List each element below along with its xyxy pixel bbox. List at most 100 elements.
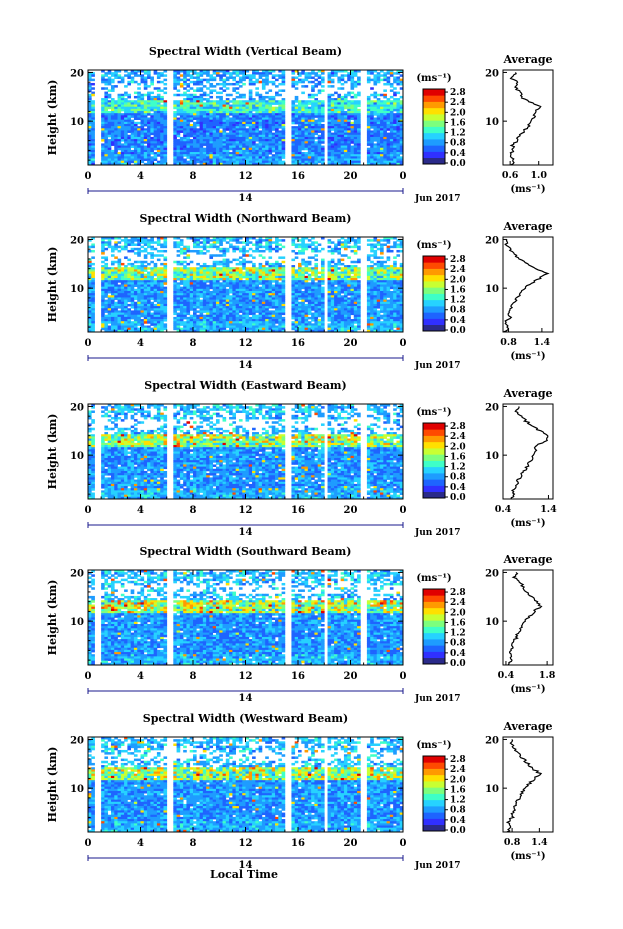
heatmap-cell (347, 100, 351, 103)
heatmap-cell (366, 121, 371, 125)
heatmap-cell (193, 149, 197, 153)
heatmap-cell (110, 262, 115, 266)
heatmap-cell (196, 123, 200, 127)
heatmap-cell (163, 87, 168, 90)
heatmap-cell (298, 121, 302, 125)
heatmap-cell (130, 267, 135, 270)
heatmap-cell (242, 286, 246, 290)
heatmap-cell (212, 111, 217, 114)
heatmap-cell (399, 123, 404, 127)
heatmap-cell (101, 136, 105, 140)
heatmap-cell (196, 273, 200, 277)
heatmap-cell (225, 280, 230, 283)
heatmap-cell (153, 293, 158, 296)
heatmap-cell (242, 113, 246, 116)
heatmap-cell (353, 115, 358, 118)
heatmap-cell (232, 271, 237, 275)
heatmap-cell (347, 108, 351, 112)
heatmap-cell (173, 158, 177, 162)
heatmap-cell (160, 269, 164, 272)
heatmap-cell (242, 258, 246, 262)
heatmap-cell (202, 245, 207, 249)
heatmap-cell (357, 258, 361, 262)
heatmap-cell (350, 82, 355, 86)
heatmap-cell (252, 128, 256, 131)
heatmap-cell (281, 152, 286, 155)
heatmap-cell (101, 128, 105, 131)
heatmap-cell (245, 284, 250, 288)
heatmap-cell (281, 282, 286, 285)
heatmap-cell (255, 278, 259, 281)
heatmap-cell (202, 158, 207, 162)
heatmap-cell (215, 162, 220, 166)
heatmap-cell (245, 241, 250, 244)
heatmap-cell (183, 102, 187, 105)
heatmap-cell (199, 117, 204, 121)
heatmap-cell (238, 162, 243, 166)
heatmap-cell (124, 121, 128, 125)
heatmap-cell (271, 136, 276, 140)
heatmap-cell (176, 113, 181, 116)
heatmap-cell (353, 275, 358, 279)
heatmap-cell (219, 288, 223, 292)
heatmap-cell (389, 147, 394, 151)
heatmap-cell (389, 106, 394, 110)
heatmap-cell (265, 245, 269, 249)
heatmap-cell (176, 143, 181, 146)
heatmap-cell (130, 128, 135, 131)
heatmap-cell (140, 158, 145, 162)
heatmap-cell (179, 160, 184, 164)
heatmap-cell (193, 111, 197, 114)
heatmap-cell (238, 160, 243, 164)
heatmap-cell (222, 158, 227, 162)
heatmap-cell (350, 76, 355, 79)
heatmap-cell (143, 293, 148, 296)
heatmap-cell (176, 249, 181, 253)
heatmap-cell (389, 139, 394, 142)
heatmap-cell (337, 267, 342, 270)
heatmap-cell (150, 130, 154, 133)
heatmap-cell (278, 141, 282, 144)
heatmap-cell (311, 80, 315, 84)
heatmap-cell (357, 147, 361, 151)
heatmap-cell (117, 267, 122, 270)
heatmap-cell (222, 119, 227, 123)
heatmap-cell (222, 269, 227, 272)
heatmap-cell (281, 106, 286, 110)
heatmap-cell (271, 145, 276, 149)
heatmap-cell (265, 108, 269, 112)
heatmap-cell (343, 117, 348, 121)
heatmap-cell (340, 288, 345, 292)
heatmap-cell (104, 132, 109, 136)
heatmap-cell (173, 154, 177, 157)
heatmap-cell (255, 286, 259, 290)
heatmap-cell (340, 134, 345, 138)
heatmap-cell (248, 267, 253, 270)
heatmap-cell (147, 243, 151, 246)
heatmap-cell (143, 147, 148, 151)
heatmap-cell (137, 117, 141, 121)
heatmap-cell (255, 102, 259, 105)
heatmap-cell (353, 70, 358, 73)
heatmap-cell (133, 91, 138, 95)
colorbar-tick-label: 2.0 (450, 108, 466, 118)
heatmap-cell (376, 115, 381, 118)
heatmap-cell (114, 119, 118, 123)
heatmap-cell (242, 134, 246, 138)
heatmap-cell (291, 78, 296, 82)
heatmap-cell (275, 111, 279, 114)
heatmap-cell (114, 269, 118, 272)
heatmap-cell (281, 72, 286, 75)
heatmap-cell (393, 149, 397, 153)
heatmap-cell (209, 243, 214, 246)
heatmap-cell (330, 113, 335, 116)
heatmap-cell (278, 134, 282, 138)
heatmap-cell (206, 284, 210, 288)
heatmap-cell (110, 143, 115, 146)
heatmap-cell (350, 160, 355, 164)
heatmap-cell (160, 245, 164, 249)
heatmap-cell (265, 132, 269, 136)
heatmap-cell (373, 147, 378, 151)
heatmap-cell (373, 100, 378, 103)
heatmap-cell (301, 117, 305, 121)
